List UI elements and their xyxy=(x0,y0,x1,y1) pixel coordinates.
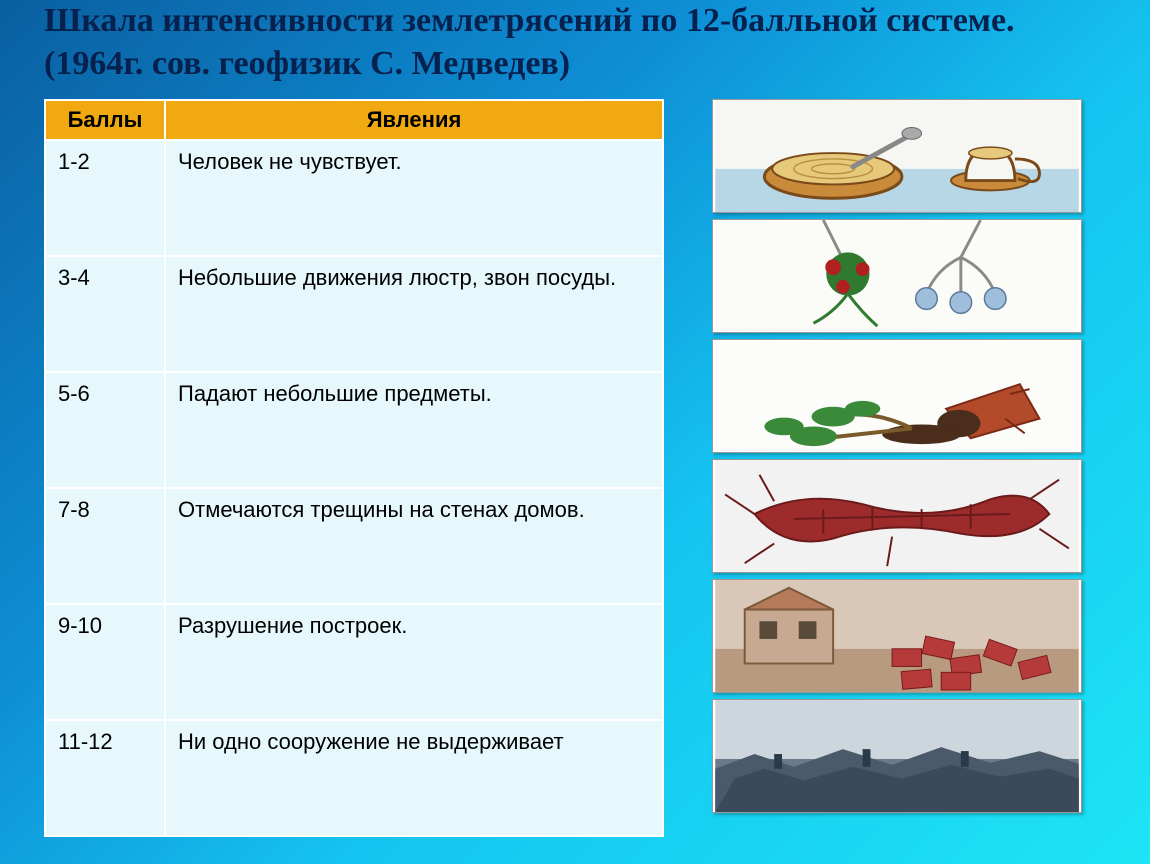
table-row: 11-12 Ни одно сооружение не выдерживает xyxy=(45,720,663,836)
table-row: 5-6 Падают небольшие предметы. xyxy=(45,372,663,488)
cell-points: 7-8 xyxy=(45,488,165,604)
illus-dishes-ripple xyxy=(712,99,1082,213)
cell-phenomena: Ни одно сооружение не выдерживает xyxy=(165,720,663,836)
cell-points: 11-12 xyxy=(45,720,165,836)
page-title: Шкала интенсивности землетрясений по 12-… xyxy=(0,0,1150,99)
cell-phenomena: Разрушение построек. xyxy=(165,604,663,720)
col-header-points: Баллы xyxy=(45,100,165,140)
cell-points: 3-4 xyxy=(45,256,165,372)
table-row: 3-4 Небольшие движения люстр, звон посуд… xyxy=(45,256,663,372)
table-row: 7-8 Отмечаются трещины на стенах домов. xyxy=(45,488,663,604)
table-row: 9-10 Разрушение построек. xyxy=(45,604,663,720)
cell-points: 9-10 xyxy=(45,604,165,720)
table-row: 1-2 Человек не чувствует. xyxy=(45,140,663,256)
illustration-column xyxy=(712,99,1082,837)
illus-building-collapse xyxy=(712,579,1082,693)
illus-wall-crack xyxy=(712,459,1082,573)
illus-fallen-pot xyxy=(712,339,1082,453)
intensity-table: Баллы Явления 1-2 Человек не чувствует. … xyxy=(44,99,664,837)
cell-phenomena: Отмечаются трещины на стенах домов. xyxy=(165,488,663,604)
cell-phenomena: Небольшие движения люстр, звон посуды. xyxy=(165,256,663,372)
cell-phenomena: Человек не чувствует. xyxy=(165,140,663,256)
cell-points: 1-2 xyxy=(45,140,165,256)
illus-chandelier-swing xyxy=(712,219,1082,333)
cell-phenomena: Падают небольшие предметы. xyxy=(165,372,663,488)
illus-total-destruction xyxy=(712,699,1082,813)
content-row: Баллы Явления 1-2 Человек не чувствует. … xyxy=(0,99,1150,837)
cell-points: 5-6 xyxy=(45,372,165,488)
col-header-phenomena: Явления xyxy=(165,100,663,140)
